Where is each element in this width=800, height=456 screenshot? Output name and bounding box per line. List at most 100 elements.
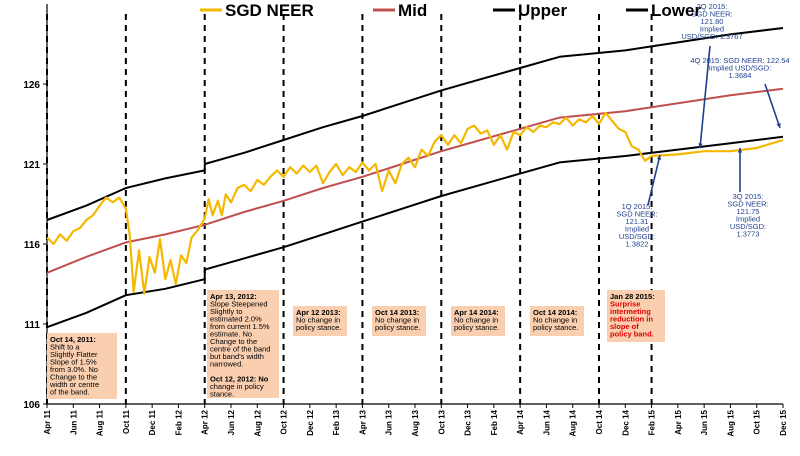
x-tick-label: Apr 15 bbox=[674, 409, 683, 434]
x-tick-label: Aug 11 bbox=[96, 409, 105, 436]
annotation-text: Slightly Flatter bbox=[50, 350, 98, 359]
callout-text: 1.3773 bbox=[737, 230, 760, 239]
series-lines bbox=[46, 27, 784, 329]
axes: 106 111 116 121 126 Apr 11 Jun 11 Aug 11 Oct 11 D… bbox=[23, 4, 788, 437]
annotation-text: stance. bbox=[210, 390, 234, 399]
x-tick-label: Aug 14 bbox=[569, 409, 578, 436]
x-tick-label: Jun 11 bbox=[69, 409, 78, 434]
series-line-upper bbox=[46, 27, 784, 221]
policy-date-lines bbox=[46, 14, 653, 404]
annotation-text: No change in bbox=[454, 316, 498, 325]
callout-text: 2Q 2015: bbox=[697, 2, 728, 11]
legend: SGD NEER Mid Upper Lower bbox=[200, 1, 701, 20]
legend-label: Lower bbox=[651, 1, 701, 20]
annotation-box bbox=[47, 333, 117, 399]
annotation-text: policy stance. bbox=[375, 323, 420, 332]
x-tick-label: Aug 13 bbox=[411, 409, 420, 436]
annotation-text: Change to the bbox=[50, 373, 97, 382]
x-tick-label: Apr 13 bbox=[358, 409, 367, 434]
callout-arrowhead bbox=[776, 123, 781, 128]
series-line-mid bbox=[46, 87, 784, 274]
annotation-text: Jan 28 2015: bbox=[610, 292, 655, 301]
callout-text: Implied bbox=[700, 25, 724, 34]
annotation-text: change in policy bbox=[210, 382, 264, 391]
y-tick-label: 106 bbox=[23, 400, 40, 411]
callout-text: 121.80 bbox=[701, 17, 724, 26]
callout-text: USD/SGD: 1.3767 bbox=[681, 32, 742, 41]
annotation-text: centre of the band bbox=[210, 345, 270, 354]
callout-text: SGD NEER: bbox=[616, 210, 657, 219]
annotation-text: from current 1.5% bbox=[210, 322, 270, 331]
x-tick-label: Dec 15 bbox=[779, 409, 788, 435]
callout-text: SGD NEER: bbox=[727, 200, 768, 209]
x-tick-label: Apr 12 bbox=[201, 409, 210, 434]
callout-text: 1.3822 bbox=[626, 240, 649, 249]
y-tick-label: 121 bbox=[23, 160, 40, 171]
x-tick-label: Feb 14 bbox=[490, 409, 499, 435]
x-tick-label: Aug 15 bbox=[726, 409, 735, 436]
annotation-text: from 3.0%. No bbox=[50, 365, 98, 374]
annotation-text: Apr 14 2014: bbox=[454, 308, 499, 317]
series-line-lower bbox=[46, 135, 784, 329]
x-tick-label: Dec 13 bbox=[464, 409, 473, 435]
x-tick-label: Apr 14 bbox=[516, 409, 525, 434]
callout-text: 121.75 bbox=[737, 207, 760, 216]
x-tick-label: Jun 12 bbox=[227, 409, 236, 435]
callout-arrow bbox=[647, 154, 661, 206]
annotation-box bbox=[293, 306, 347, 336]
x-tick-label: Dec 12 bbox=[306, 409, 315, 435]
annotation-text: intermeting bbox=[610, 307, 651, 316]
x-tick-label: Dec 14 bbox=[621, 409, 630, 435]
callout-text: Implied bbox=[625, 225, 649, 234]
annotation-text: slope of bbox=[610, 322, 639, 331]
callout-arrowhead bbox=[737, 148, 743, 153]
annotation-text: Oct 14 2013: bbox=[375, 308, 419, 317]
x-tick-label: Feb 12 bbox=[174, 409, 183, 435]
x-tick-label: Dec 11 bbox=[148, 409, 157, 435]
x-tick-label: Jun 15 bbox=[700, 409, 709, 435]
annotation-text: policy stance. bbox=[296, 323, 341, 332]
legend-label: Upper bbox=[518, 1, 568, 20]
y-tick-label: 111 bbox=[24, 320, 40, 331]
annotation-text: but band's width bbox=[210, 352, 264, 361]
annotation-box bbox=[607, 290, 665, 342]
callout-text: Implied bbox=[736, 215, 760, 224]
callout-text: 3Q 2015: bbox=[733, 192, 764, 201]
annotation-text: narrowed. bbox=[210, 360, 243, 369]
annotation-text: Apr 12 2013: bbox=[296, 308, 341, 317]
callout-text: SGD NEER: bbox=[691, 10, 732, 19]
annotation-text: Oct 12, 2012: No bbox=[210, 375, 269, 384]
x-tick-label: Aug 12 bbox=[253, 409, 262, 436]
series-line-sgd-neer bbox=[46, 111, 784, 295]
annotation-box bbox=[372, 306, 426, 336]
x-tick-label: Oct 15 bbox=[753, 409, 762, 434]
annotation-text: Slope of 1.5% bbox=[50, 358, 97, 367]
annotation-text: No change in bbox=[533, 316, 577, 325]
annotation-text: estimate. No bbox=[210, 330, 252, 339]
annotation-text: width or centre bbox=[49, 380, 99, 389]
callout-arrowhead bbox=[698, 143, 703, 148]
callout-text: USD/SGD: bbox=[730, 222, 766, 231]
x-tick-label: Feb 13 bbox=[332, 409, 341, 435]
callout-text: 1Q 2015: bbox=[622, 202, 653, 211]
annotation-text: Shift to a bbox=[50, 343, 80, 352]
x-tick-label: Oct 13 bbox=[437, 409, 446, 434]
annotation-text: reduction in bbox=[610, 315, 653, 324]
annotation-box bbox=[207, 290, 279, 398]
callout-text: 1.3684 bbox=[729, 71, 752, 80]
x-tick-label: Oct 11 bbox=[122, 409, 131, 434]
annotation-box bbox=[530, 306, 584, 336]
callout-arrow bbox=[764, 83, 781, 129]
callout-text: Implied USD/SGD: bbox=[709, 64, 772, 73]
annotation-text: Oct 14 2014: bbox=[533, 308, 577, 317]
annotation-text: Oct 14, 2011: bbox=[50, 335, 96, 344]
x-tick-label: Feb 15 bbox=[648, 409, 657, 435]
annotation-text: Change to the bbox=[210, 337, 257, 346]
annotation-text: Apr 13, 2012: bbox=[210, 292, 257, 301]
annotation-text: of the band. bbox=[50, 388, 90, 397]
annotation-text: No change in bbox=[296, 316, 340, 325]
annotation-text: policy stance. bbox=[533, 323, 578, 332]
annotation-text: Surprise bbox=[610, 300, 640, 309]
